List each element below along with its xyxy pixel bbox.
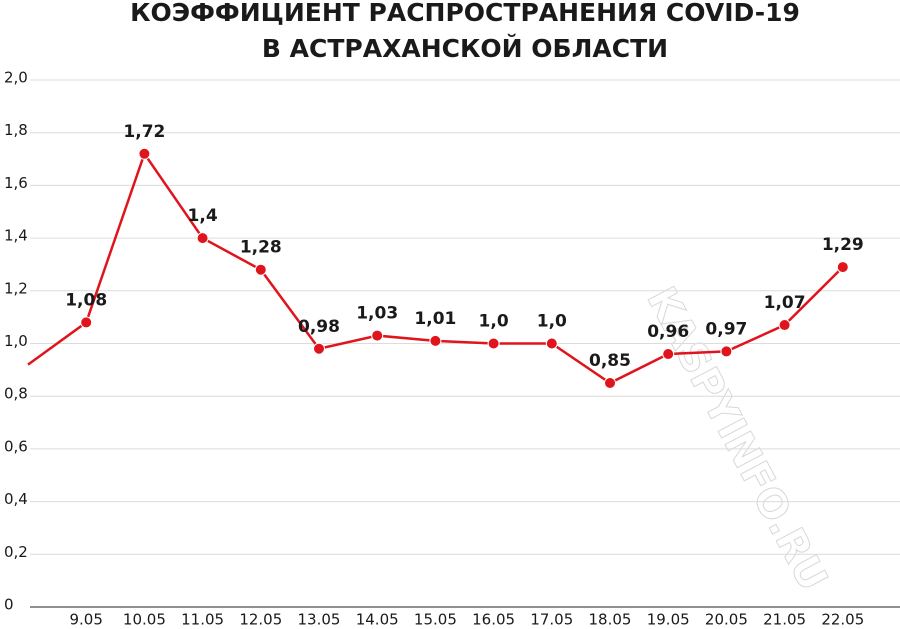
point	[313, 342, 325, 355]
value-label: 1,72	[123, 122, 165, 142]
x-tick-label: 14.05	[356, 611, 399, 629]
value-label: 1,4	[188, 206, 218, 226]
point	[138, 147, 151, 160]
x-tick-label: 9.05	[69, 611, 102, 629]
x-tick-label: 21.05	[763, 611, 806, 629]
y-tick-label: 1,6	[4, 174, 28, 192]
point	[778, 319, 791, 332]
value-label: 1,0	[479, 312, 509, 332]
y-tick-label: 0,4	[4, 490, 28, 508]
point	[487, 337, 500, 350]
point	[371, 329, 384, 342]
point	[545, 337, 558, 350]
x-tick-label: 15.05	[414, 611, 457, 629]
point	[836, 261, 849, 274]
point	[662, 348, 675, 361]
x-tick-label: 13.05	[298, 611, 341, 629]
y-tick-label: 2,0	[4, 69, 28, 87]
chart-title: КОЭФФИЦИЕНТ РАСПРОСТРАНЕНИЯ COVID-19	[130, 0, 800, 27]
value-label: 1,0	[537, 312, 567, 332]
value-label: 0,85	[589, 351, 631, 371]
x-tick-label: 19.05	[647, 611, 690, 629]
y-tick-label: 1,8	[4, 121, 28, 139]
value-label: 1,07	[764, 293, 806, 313]
value-label: 1,28	[240, 238, 282, 258]
y-tick-label: 0,8	[4, 385, 28, 403]
point	[80, 316, 93, 329]
y-tick-label: 0,6	[4, 437, 28, 455]
x-tick-label: 17.05	[530, 611, 573, 629]
y-tick-label: 1,0	[4, 332, 28, 350]
x-tick-label: 10.05	[123, 611, 166, 629]
value-label: 0,96	[647, 322, 689, 342]
point	[196, 232, 209, 245]
series-line	[27, 151, 844, 385]
point	[429, 334, 442, 347]
value-label: 0,98	[298, 317, 340, 337]
y-tick-label: 0	[4, 596, 14, 614]
value-label: 1,03	[356, 304, 398, 324]
value-label: 0,97	[705, 319, 747, 339]
point	[720, 345, 733, 358]
y-tick-label: 0,2	[4, 543, 28, 561]
y-tick-label: 1,4	[4, 227, 28, 245]
value-label: 1,29	[822, 235, 864, 255]
y-tick-label: 1,2	[4, 279, 28, 297]
x-tick-label: 22.05	[821, 611, 864, 629]
x-tick-label: 11.05	[181, 611, 224, 629]
point	[604, 377, 616, 390]
x-tick-label: 12.05	[239, 611, 282, 629]
value-label: 1,08	[65, 290, 107, 310]
x-tick-label: 16.05	[472, 611, 515, 629]
x-tick-label: 18.05	[589, 611, 632, 629]
chart-subtitle: В АСТРАХАНСКОЙ ОБЛАСТИ	[262, 34, 668, 63]
x-tick-label: 20.05	[705, 611, 748, 629]
value-label: 1,01	[414, 309, 456, 329]
point	[254, 263, 267, 276]
